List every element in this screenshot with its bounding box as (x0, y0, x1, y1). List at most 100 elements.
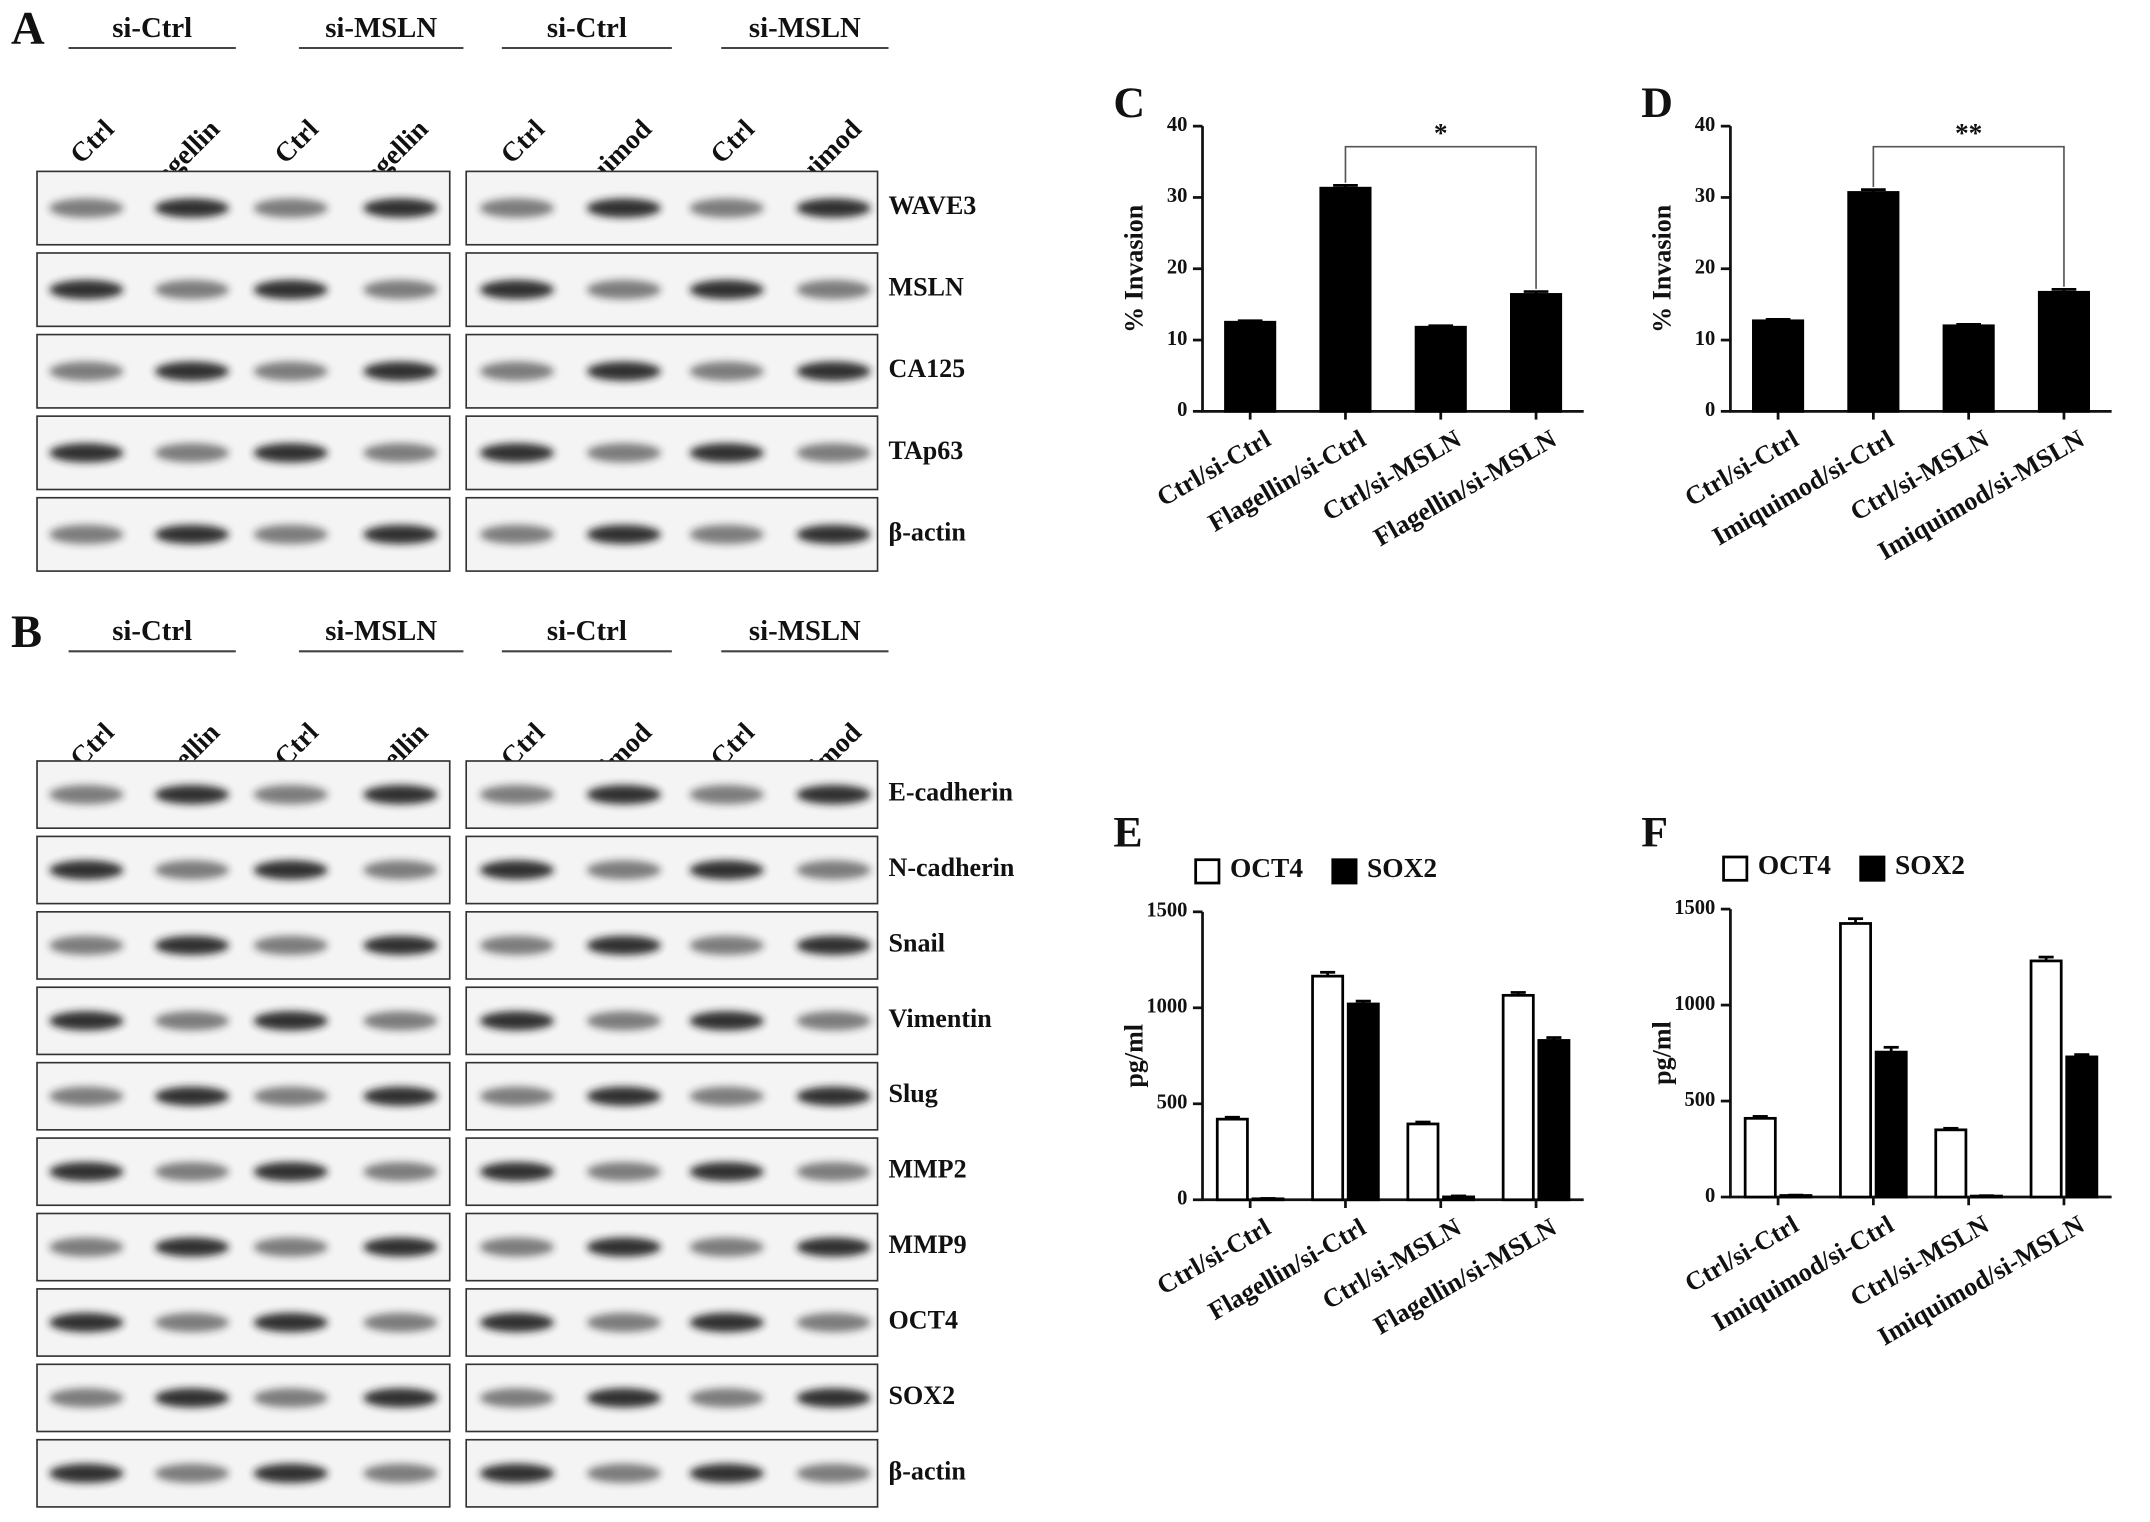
legend-swatch (1194, 858, 1221, 885)
y-tick-label: 0 (1177, 1187, 1187, 1209)
blot-band (586, 524, 661, 545)
blot-band (363, 280, 438, 300)
x-tick-label: Flagellin/si-Ctrl (1203, 424, 1370, 537)
lane-label: Ctrl (704, 113, 760, 169)
blot-band (154, 1162, 229, 1182)
protein-label: OCT4 (889, 1305, 958, 1334)
group-label: si-Ctrl (547, 12, 627, 44)
blot-band (479, 1011, 554, 1031)
blot-band (586, 1388, 661, 1408)
protein-label: MMP9 (889, 1230, 967, 1259)
blot-band (479, 1237, 554, 1257)
protein-label: Vimentin (889, 1004, 993, 1033)
y-tick-label: 1500 (1674, 897, 1715, 919)
blot-band (49, 1388, 124, 1408)
bar (1510, 293, 1563, 413)
blot-band (689, 860, 764, 880)
blot-band (253, 280, 328, 300)
blot-band (479, 361, 554, 381)
blot-band (479, 784, 554, 805)
legend-swatch (1859, 855, 1886, 882)
blot-band (689, 361, 764, 381)
significance-bracket (1344, 145, 1537, 289)
blot-band (49, 1011, 124, 1031)
legend-label: SOX2 (1895, 850, 1965, 880)
significance-bracket (1872, 145, 2065, 287)
bar (1874, 1050, 1908, 1199)
protein-label: β-actin (889, 517, 967, 546)
blot-band (586, 443, 661, 463)
blot-band (49, 1086, 124, 1106)
y-tick-label: 0 (1177, 399, 1187, 421)
protein-label: N-cadherin (889, 853, 1015, 882)
blot-band (154, 1086, 229, 1106)
bar (1743, 1116, 1777, 1199)
bar (2029, 959, 2063, 1199)
y-tick-label: 30 (1695, 185, 1716, 207)
blot-band (363, 524, 438, 545)
blot-band (586, 1162, 661, 1182)
blot-band (363, 860, 438, 880)
blot-band (689, 524, 764, 545)
blot-band (363, 1011, 438, 1031)
blot-band (796, 935, 871, 956)
blot-band (689, 1388, 764, 1408)
blot-band (253, 1086, 328, 1106)
legend-swatch (1331, 858, 1358, 885)
blot-band (154, 443, 229, 463)
blot-band (796, 280, 871, 300)
panel-letter: F (1641, 808, 1668, 856)
protein-label: TAp63 (889, 436, 964, 465)
protein-label: WAVE3 (889, 191, 977, 220)
bar (1537, 1039, 1571, 1202)
panel-letter: A (11, 3, 45, 55)
bar (1224, 320, 1277, 413)
blot-band (49, 443, 124, 463)
blot-band (689, 1237, 764, 1257)
blot-band (253, 1463, 328, 1483)
bar (1442, 1195, 1476, 1202)
bar (1311, 974, 1345, 1202)
blot-band (253, 198, 328, 218)
blot-band (49, 361, 124, 381)
blot-band (689, 935, 764, 956)
y-tick-label: 500 (1157, 1092, 1188, 1114)
blot-band (796, 443, 871, 463)
protein-label: MMP2 (889, 1155, 967, 1184)
blot-band (253, 443, 328, 463)
blot-band (253, 1388, 328, 1408)
blot-band (154, 361, 229, 381)
protein-label: SOX2 (889, 1381, 956, 1410)
y-tick-label: 0 (1705, 399, 1715, 421)
blot-band (586, 935, 661, 956)
blot-band (689, 784, 764, 805)
blot-band (689, 198, 764, 218)
x-tick-label: Flagellin/si-Ctrl (1203, 1212, 1370, 1325)
blot-band (363, 784, 438, 805)
blot-band (479, 280, 554, 300)
blot-band (796, 198, 871, 218)
bar (2065, 1055, 2099, 1199)
blot-band (154, 524, 229, 545)
group-label: si-Ctrl (547, 615, 627, 647)
y-tick-label: 30 (1167, 185, 1188, 207)
y-axis-label: % Invasion (1648, 204, 1677, 333)
protein-label: Snail (889, 928, 945, 957)
blot-band (796, 1162, 871, 1182)
group-label: si-MSLN (325, 12, 437, 44)
blot-band (363, 198, 438, 218)
panel-letter: C (1113, 79, 1145, 127)
y-tick-label: 500 (1685, 1089, 1716, 1111)
blot-band (49, 1312, 124, 1333)
bar (1847, 191, 1900, 413)
y-tick-label: 1000 (1674, 993, 1715, 1015)
blot-band (479, 1463, 554, 1483)
bar (1215, 1117, 1249, 1202)
blot-band (479, 1312, 554, 1333)
y-tick-label: 1000 (1146, 996, 1187, 1018)
blot-band (253, 935, 328, 956)
legend-label: SOX2 (1367, 853, 1437, 883)
group-label: si-MSLN (749, 615, 861, 647)
blot-band (154, 784, 229, 805)
group-label: si-MSLN (749, 12, 861, 44)
